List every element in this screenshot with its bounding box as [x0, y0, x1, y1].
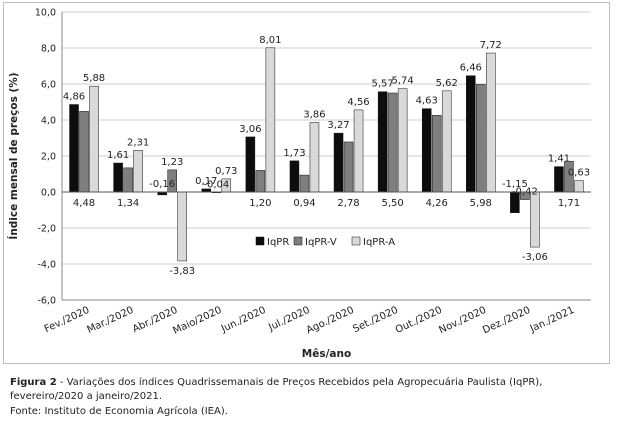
x-tick-label: Maio/2020: [171, 305, 223, 337]
bar: [466, 75, 476, 193]
bar: [387, 92, 398, 193]
y-tick-label: -2,0: [37, 224, 56, 235]
data-label: 4,63: [416, 96, 438, 107]
data-label: 8,01: [259, 35, 281, 46]
x-tick-label: Set./2020: [351, 305, 400, 335]
data-label: 4,86: [63, 92, 85, 103]
bar: [574, 180, 584, 193]
bar: [476, 84, 486, 193]
data-label: 0,94: [293, 198, 315, 209]
x-tick-label: Jun./2020: [219, 305, 268, 336]
bar: [265, 47, 276, 193]
data-label: 6,46: [460, 63, 482, 74]
bar: [530, 191, 540, 248]
data-label: 4,26: [426, 198, 448, 209]
y-tick-label: 4,0: [41, 116, 56, 127]
bar: [377, 91, 388, 193]
x-tick-label: Fev./2020: [43, 305, 92, 335]
data-label: 3,86: [303, 110, 325, 121]
data-label: 5,74: [391, 76, 413, 87]
x-tick-label: Jul./2020: [266, 305, 311, 334]
y-tick-label: 10,0: [35, 8, 56, 19]
bar: [89, 85, 99, 193]
legend-swatch: [351, 236, 361, 246]
data-label: 7,72: [480, 40, 502, 51]
data-label: 5,50: [381, 198, 403, 209]
y-axis-title: Índice mensal de preços (%): [7, 72, 20, 239]
x-tick-label: Out./2020: [394, 305, 444, 336]
data-label: 3,06: [239, 124, 261, 135]
data-label: 1,20: [249, 198, 271, 209]
price-index-bar-chart: -6,0 -4,0 -2,0 0,0 2,0 4,0 6,0 8,0 10,0 4,86 5,88 4…: [7, 8, 591, 360]
bar: [309, 122, 320, 193]
data-label: 2,78: [337, 198, 359, 209]
y-tick-label: -4,0: [37, 260, 56, 271]
bar: [255, 170, 266, 193]
bar: [441, 90, 452, 193]
data-label: 3,27: [327, 120, 349, 131]
data-label: 1,23: [161, 157, 183, 168]
bar: [289, 160, 300, 193]
legend-label: IqPR-A: [363, 237, 395, 248]
data-label: -3,83: [169, 266, 195, 277]
y-tick-label: 2,0: [41, 152, 56, 163]
data-label: -3,06: [522, 252, 548, 263]
data-label: 4,48: [73, 198, 95, 209]
bar: [421, 108, 432, 193]
data-label: 1,61: [107, 150, 129, 161]
y-tick-label: 8,0: [41, 44, 56, 55]
data-label: 4,56: [347, 97, 369, 108]
bar: [299, 174, 310, 193]
x-tick-label: Mar./2020: [85, 305, 135, 336]
bar: [343, 141, 354, 193]
data-label: 5,62: [436, 78, 458, 89]
data-label: 2,31: [127, 137, 149, 148]
data-label: 1,41: [548, 154, 570, 165]
data-label: 5,57: [371, 79, 393, 90]
data-label: 0,63: [568, 168, 590, 179]
legend-swatch: [293, 236, 303, 246]
chart-frame: -6,0 -4,0 -2,0 0,0 2,0 4,0 6,0 8,0 10,0 4,86 5,88 4…: [3, 2, 610, 364]
bar: [245, 136, 256, 193]
bar: [554, 166, 564, 193]
y-tick-label: 6,0: [41, 80, 56, 91]
data-label: -0,04: [203, 180, 229, 191]
data-label: 1,73: [283, 148, 305, 159]
bar: [133, 150, 143, 193]
bar: [113, 162, 123, 193]
data-label: 1,71: [558, 198, 580, 209]
figure-caption-text: - Variações dos índices Quadrissemanais …: [10, 377, 543, 402]
x-tick-label: Jan./2021: [528, 305, 577, 335]
x-tick-label: Nov./2020: [437, 305, 488, 336]
bar: [486, 52, 496, 193]
bar: [177, 191, 187, 262]
figure-caption: Figura 2 - Variações dos índices Quadris…: [10, 376, 610, 404]
bar: [123, 167, 133, 193]
data-label: 5,88: [83, 73, 105, 84]
bar: [431, 115, 442, 193]
data-label: 0,17: [195, 176, 217, 187]
figure-label: Figura 2: [10, 377, 57, 388]
bar: [333, 132, 344, 193]
y-tick-label: 0,0: [41, 188, 56, 199]
data-label: 1,34: [117, 198, 139, 209]
legend-label: IqPR: [267, 237, 289, 248]
legend-swatch: [255, 236, 265, 246]
bar: [353, 109, 364, 193]
x-tick-label: Ago./2020: [305, 305, 356, 337]
data-label: -0,16: [149, 179, 175, 190]
bar: [397, 88, 408, 193]
bar: [79, 111, 89, 193]
x-tick-label: Dez./2020: [481, 305, 532, 337]
source-note: Fonte: Instituto de Economia Agrícola (I…: [10, 406, 228, 417]
x-axis-title: Mês/ano: [302, 348, 351, 360]
data-label: -1,15: [502, 179, 528, 190]
data-label: 0,73: [215, 166, 237, 177]
bar: [69, 104, 79, 193]
legend-label: IqPR-V: [305, 237, 337, 248]
data-label: 5,98: [470, 198, 492, 209]
y-tick-label: -6,0: [37, 296, 56, 307]
